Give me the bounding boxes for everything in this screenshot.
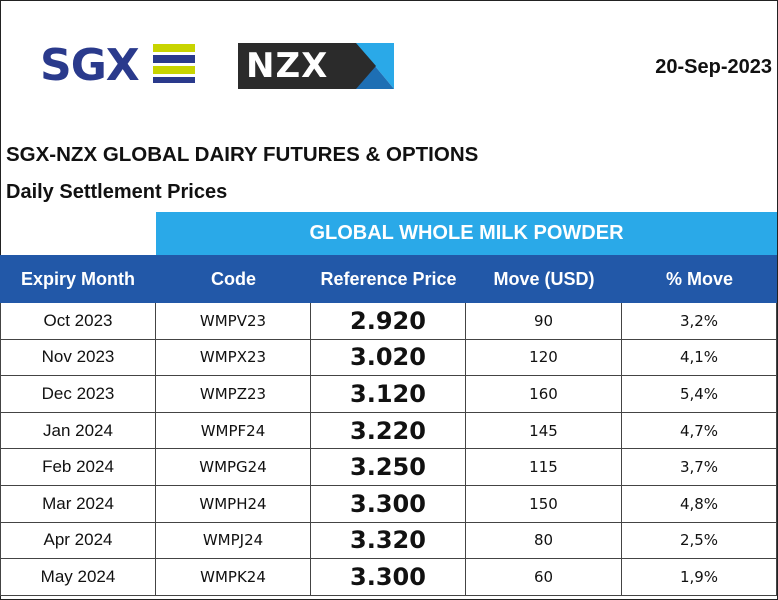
sgx-logo-text: SGX	[40, 40, 140, 91]
cell-reference-price: 2.920	[311, 303, 466, 339]
table-row: Oct 2023 WMPV23 2.920 90 3,2%	[0, 303, 777, 340]
report-subtitle: Daily Settlement Prices	[6, 181, 228, 203]
cell-code: WMPG24	[156, 449, 311, 485]
table-row: Apr 2024 WMPJ24 3.320 80 2,5%	[0, 522, 777, 560]
cell-move-usd: 160	[466, 376, 622, 412]
cell-code: WMPH24	[156, 485, 311, 522]
cell-reference-price: 3.300	[311, 485, 466, 522]
cell-code: WMPF24	[156, 412, 311, 449]
cell-move-usd: 115	[466, 449, 622, 485]
cell-move-usd: 80	[466, 522, 622, 559]
cell-reference-price: 3.320	[311, 522, 466, 559]
cell-expiry-month: Oct 2023	[0, 303, 156, 339]
cell-expiry-month: Mar 2024	[0, 485, 156, 522]
cell-reference-price: 3.300	[311, 559, 466, 595]
table-row: Nov 2023 WMPX23 3.020 120 4,1%	[0, 339, 777, 377]
cell-expiry-month: Nov 2023	[0, 339, 156, 376]
table-header: Expiry Month Code Reference Price Move (…	[0, 255, 777, 303]
table-row: Mar 2024 WMPH24 3.300 150 4,8%	[0, 485, 777, 523]
cell-reference-price: 3.020	[311, 339, 466, 376]
cell-move-usd: 145	[466, 412, 622, 449]
cell-expiry-month: Feb 2024	[0, 449, 156, 485]
table-body: Oct 2023 WMPV23 2.920 90 3,2% Nov 2023 W…	[0, 303, 777, 596]
header-percent-move: % Move	[665, 268, 734, 289]
cell-percent-move: 2,5%	[622, 522, 777, 559]
nzx-logo: NZX	[238, 43, 394, 89]
header-code: Code	[211, 268, 256, 289]
nzx-logo-box: NZX	[238, 43, 356, 89]
sgx-bars-icon	[153, 44, 195, 86]
cell-move-usd: 150	[466, 485, 622, 522]
cell-reference-price: 3.120	[311, 376, 466, 412]
cell-percent-move: 4,7%	[622, 412, 777, 449]
header-reference-price: Reference Price	[320, 268, 457, 289]
cell-reference-price: 3.220	[311, 412, 466, 449]
cell-expiry-month: May 2024	[0, 559, 156, 595]
header-move-usd: Move (USD)	[493, 268, 595, 289]
cell-move-usd: 120	[466, 339, 622, 376]
cell-code: WMPX23	[156, 339, 311, 376]
nzx-triangle-icon	[356, 43, 394, 89]
cell-code: WMPJ24	[156, 522, 311, 559]
table-row: Dec 2023 WMPZ23 3.120 160 5,4%	[0, 376, 777, 413]
cell-reference-price: 3.250	[311, 449, 466, 485]
table-row: Jan 2024 WMPF24 3.220 145 4,7%	[0, 412, 777, 450]
cell-expiry-month: Apr 2024	[0, 522, 156, 559]
cell-move-usd: 60	[466, 559, 622, 595]
cell-percent-move: 4,8%	[622, 485, 777, 522]
cell-percent-move: 3,7%	[622, 449, 777, 485]
nzx-logo-text: NZX	[246, 46, 329, 86]
cell-expiry-month: Jan 2024	[0, 412, 156, 449]
cell-percent-move: 1,9%	[622, 559, 777, 595]
cell-percent-move: 3,2%	[622, 303, 777, 339]
report-title: SGX-NZX GLOBAL DAIRY FUTURES & OPTIONS	[6, 143, 479, 166]
cell-code: WMPK24	[156, 559, 311, 595]
cell-move-usd: 90	[466, 303, 622, 339]
product-header: GLOBAL WHOLE MILK POWDER	[156, 212, 777, 255]
cell-percent-move: 4,1%	[622, 339, 777, 376]
cell-code: WMPZ23	[156, 376, 311, 412]
cell-expiry-month: Dec 2023	[0, 376, 156, 412]
sgx-logo: SGX	[40, 40, 200, 92]
table-row: May 2024 WMPK24 3.300 60 1,9%	[0, 559, 777, 596]
cell-percent-move: 5,4%	[622, 376, 777, 412]
table-row: Feb 2024 WMPG24 3.250 115 3,7%	[0, 449, 777, 486]
header-expiry-month: Expiry Month	[20, 268, 135, 289]
report-date: 20-Sep-2023	[655, 56, 772, 78]
cell-code: WMPV23	[156, 303, 311, 339]
